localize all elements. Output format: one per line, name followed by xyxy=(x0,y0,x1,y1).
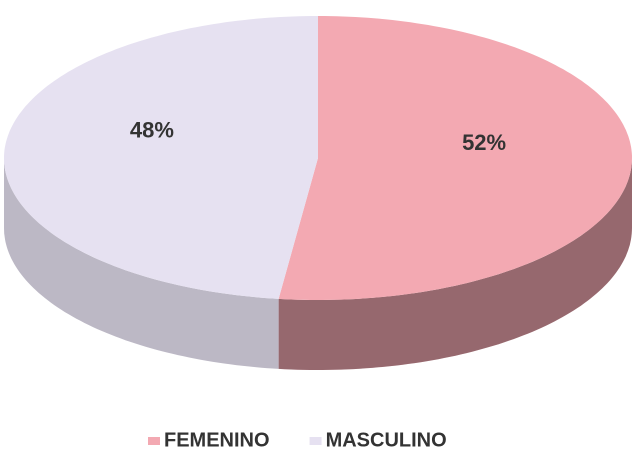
value-label: 48% xyxy=(130,118,174,143)
pie-side xyxy=(278,158,632,370)
pie-side xyxy=(4,158,279,369)
pie-slice xyxy=(278,16,632,300)
pie-side-shade xyxy=(278,158,632,370)
legend-swatch xyxy=(309,437,322,445)
value-label: 52% xyxy=(462,130,506,155)
legend-swatch xyxy=(148,437,160,445)
legend-label: FEMENINO xyxy=(164,429,270,451)
pie-side-shade xyxy=(4,158,279,369)
pie-slice xyxy=(4,16,318,299)
legend-label: MASCULINO xyxy=(326,429,447,451)
